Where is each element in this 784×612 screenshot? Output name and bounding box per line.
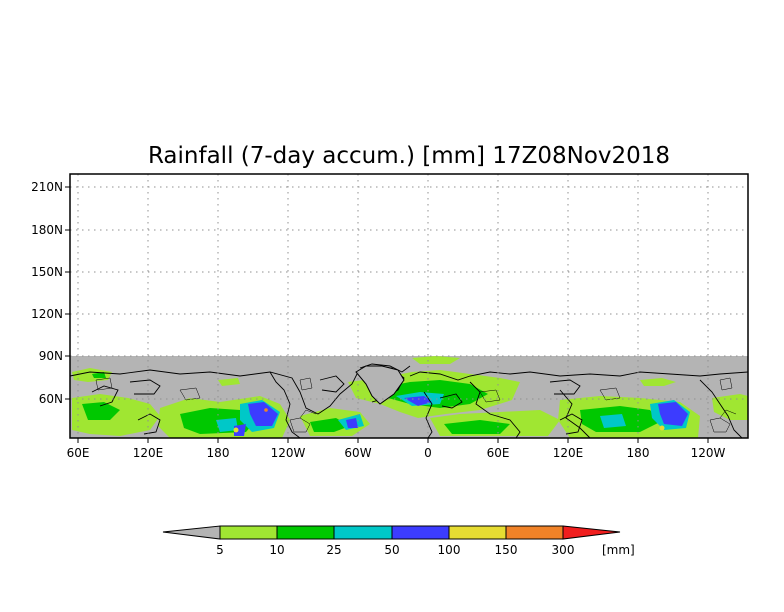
lat-tick-label: 120N [31, 307, 63, 321]
colorbar-bin [333, 525, 393, 540]
colorbar-over-triangle [562, 525, 621, 540]
lon-tick-label: 180 [207, 446, 230, 460]
colorbar-label: 5 [216, 543, 224, 557]
greenland [355, 365, 405, 405]
lon-tick-label: 60W [344, 446, 371, 460]
lon-tick-label: 180 [627, 446, 650, 460]
map-frame [69, 173, 749, 439]
colorbar-bin [391, 525, 450, 540]
lon-tick-label: 120E [553, 446, 584, 460]
map-panel: 210N 180N 150N 120N 90N 60N 60E 120E 180… [31, 173, 749, 460]
country-borders [95, 377, 737, 433]
lon-tick-label: 120W [271, 446, 306, 460]
rainfall-field [70, 356, 748, 438]
lat-tick-label: 180N [31, 223, 63, 237]
lon-tick-label: 0 [424, 446, 432, 460]
colorbar-bin [448, 525, 507, 540]
colorbar-label: 150 [495, 543, 518, 557]
longitude-labels: 60E 120E 180 120W 60W 0 60E 120E 180 120… [67, 446, 726, 460]
colorbar-unit: [mm] [602, 543, 635, 557]
lat-tick-label: 150N [31, 265, 63, 279]
colorbar-bin [276, 525, 335, 540]
colorbar-label: 25 [326, 543, 341, 557]
colorbar-bin [219, 525, 278, 540]
colorbar: 5 10 25 50 100 150 300 [mm] [162, 525, 635, 557]
gridlines [70, 174, 748, 438]
tick-marks [65, 186, 709, 443]
lon-tick-label: 60E [487, 446, 510, 460]
latitude-labels: 210N 180N 150N 120N 90N 60N [31, 180, 63, 406]
colorbar-label: 10 [269, 543, 284, 557]
colorbar-label: 300 [552, 543, 575, 557]
rain-50-100mm [234, 396, 688, 436]
colorbar-under-triangle [162, 525, 221, 540]
map-title: Rainfall (7-day accum.) [mm] 17Z08Nov201… [148, 143, 670, 169]
colorbar-bin [505, 525, 564, 540]
lon-tick-label: 120W [691, 446, 726, 460]
lon-tick-label: 120E [133, 446, 164, 460]
rain-100mm-plus [233, 408, 665, 433]
colorbar-label: 100 [438, 543, 461, 557]
colorbar-label: 50 [384, 543, 399, 557]
lat-tick-label: 60N [39, 392, 63, 406]
lat-tick-label: 210N [31, 180, 63, 194]
lon-tick-label: 60E [67, 446, 90, 460]
lat-tick-label: 90N [39, 349, 63, 363]
